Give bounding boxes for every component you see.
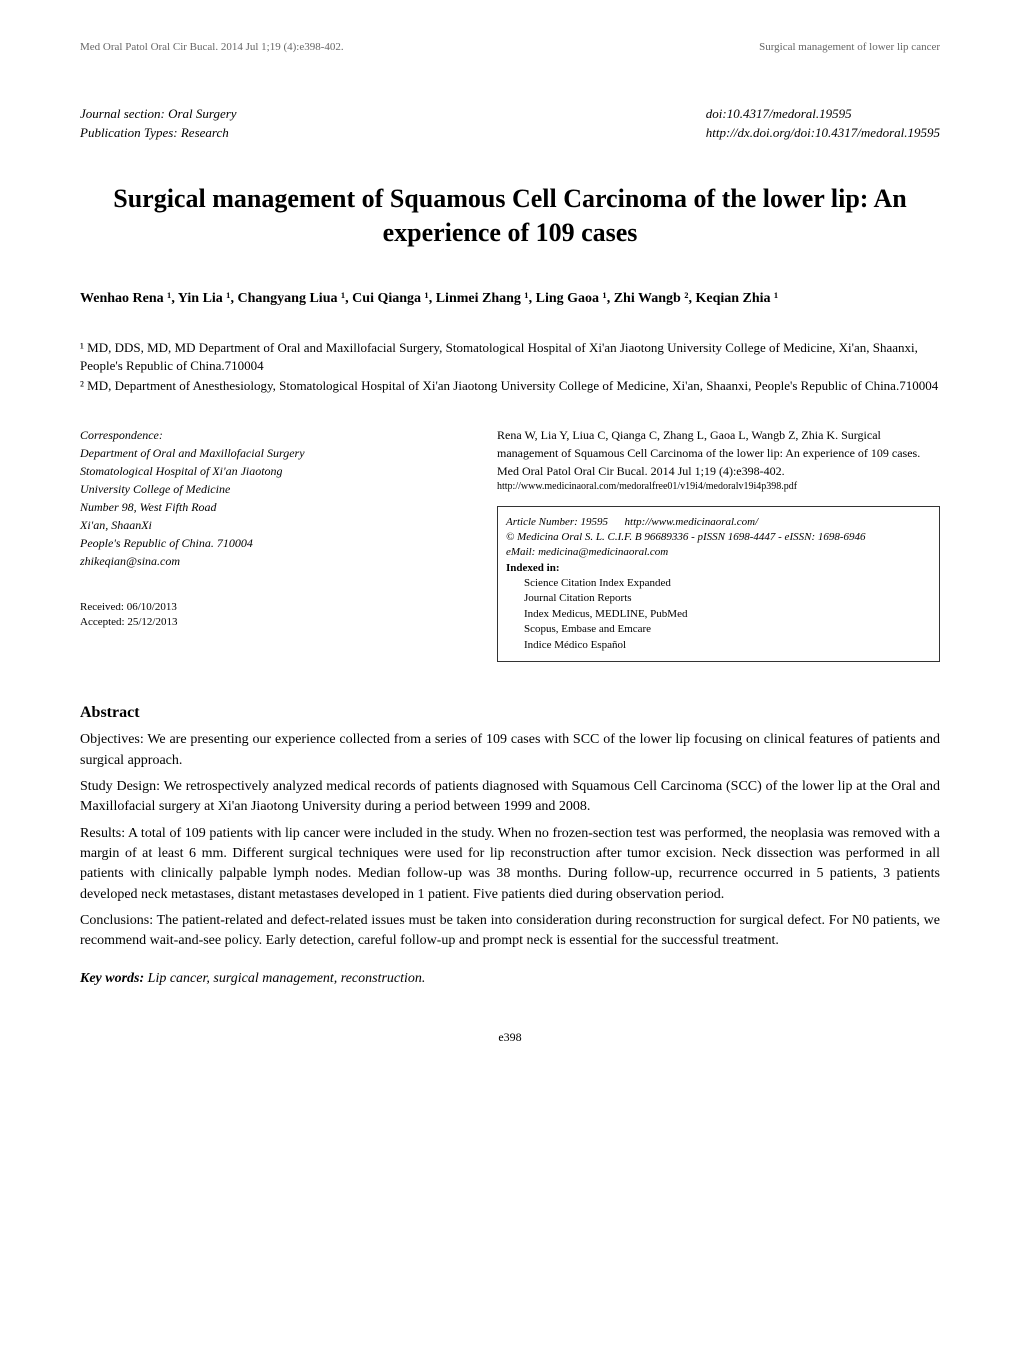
abstract-section: Abstract Objectives: We are presenting o… — [80, 702, 940, 951]
correspondence-line: Xi'an, ShaanXi — [80, 516, 467, 534]
abstract-heading: Abstract — [80, 702, 940, 724]
page-number: e398 — [80, 1029, 940, 1046]
abstract-results: Results: A total of 109 patients with li… — [80, 824, 940, 905]
doi-url: http://dx.doi.org/doi:10.4317/medoral.19… — [706, 124, 940, 142]
email: eMail: medicina@medicinaoral.com — [506, 545, 931, 560]
meta-left: Journal section: Oral Surgery Publicatio… — [80, 105, 237, 141]
running-header-left: Med Oral Patol Oral Cir Bucal. 2014 Jul … — [80, 40, 344, 55]
running-header: Med Oral Patol Oral Cir Bucal. 2014 Jul … — [80, 40, 940, 55]
indexed-list: Science Citation Index Expanded Journal … — [524, 576, 931, 653]
running-header-right: Surgical management of lower lip cancer — [759, 40, 940, 55]
abstract-conclusions: Conclusions: The patient-related and def… — [80, 911, 940, 952]
indexed-item: Scopus, Embase and Emcare — [524, 622, 931, 637]
indexed-item: Science Citation Index Expanded — [524, 576, 931, 591]
indexed-item: Index Medicus, MEDLINE, PubMed — [524, 607, 931, 622]
meta-row: Journal section: Oral Surgery Publicatio… — [80, 105, 940, 141]
abstract-objectives: Objectives: We are presenting our experi… — [80, 730, 940, 771]
publication-type: Publication Types: Research — [80, 124, 237, 142]
received-date: Received: 06/10/2013 — [80, 600, 467, 615]
indexed-item: Journal Citation Reports — [524, 591, 931, 606]
journal-section: Journal section: Oral Surgery — [80, 105, 237, 123]
article-number: Article Number: 19595 — [506, 516, 608, 528]
keywords-text: Lip cancer, surgical management, reconst… — [144, 971, 425, 986]
correspondence-line: People's Republic of China. 710004 — [80, 534, 467, 552]
copyright: © Medicina Oral S. L. C.I.F. B 96689336 … — [506, 530, 931, 545]
left-column: Correspondence: Department of Oral and M… — [80, 426, 467, 663]
indexed-label: Indexed in: — [506, 561, 931, 576]
correspondence-line: Number 98, West Fifth Road — [80, 498, 467, 516]
affiliation-1: ¹ MD, DDS, MD, MD Department of Oral and… — [80, 339, 940, 375]
abstract-study-design: Study Design: We retrospectively analyze… — [80, 777, 940, 818]
meta-right: doi:10.4317/medoral.19595 http://dx.doi.… — [706, 105, 940, 141]
correspondence-line: Department of Oral and Maxillofacial Sur… — [80, 444, 467, 462]
affiliation-2: ² MD, Department of Anesthesiology, Stom… — [80, 377, 940, 395]
indexed-item: Indice Médico Español — [524, 638, 931, 653]
article-title: Surgical management of Squamous Cell Car… — [80, 182, 940, 250]
box-top-row: Article Number: 19595 http://www.medicin… — [506, 515, 931, 530]
correspondence-heading: Correspondence: — [80, 426, 467, 444]
site-url: http://www.medicinaoral.com/ — [625, 516, 759, 528]
two-column-block: Correspondence: Department of Oral and M… — [80, 426, 940, 663]
authors: Wenhao Rena ¹, Yin Lia ¹, Changyang Liua… — [80, 289, 940, 309]
right-column: Rena W, Lia Y, Liua C, Qianga C, Zhang L… — [497, 426, 940, 663]
correspondence-line: University College of Medicine — [80, 480, 467, 498]
correspondence-email: zhikeqian@sina.com — [80, 552, 467, 570]
dates-block: Received: 06/10/2013 Accepted: 25/12/201… — [80, 600, 467, 631]
keywords-label: Key words: — [80, 971, 144, 986]
keywords: Key words: Lip cancer, surgical manageme… — [80, 969, 940, 989]
correspondence-block: Correspondence: Department of Oral and M… — [80, 426, 467, 570]
citation-text: Rena W, Lia Y, Liua C, Qianga C, Zhang L… — [497, 426, 940, 480]
doi: doi:10.4317/medoral.19595 — [706, 105, 940, 123]
citation-url: http://www.medicinaoral.com/medoralfree0… — [497, 480, 940, 494]
indexing-box: Article Number: 19595 http://www.medicin… — [497, 506, 940, 663]
correspondence-line: Stomatological Hospital of Xi'an Jiaoton… — [80, 462, 467, 480]
accepted-date: Accepted: 25/12/2013 — [80, 615, 467, 630]
affiliations: ¹ MD, DDS, MD, MD Department of Oral and… — [80, 339, 940, 396]
